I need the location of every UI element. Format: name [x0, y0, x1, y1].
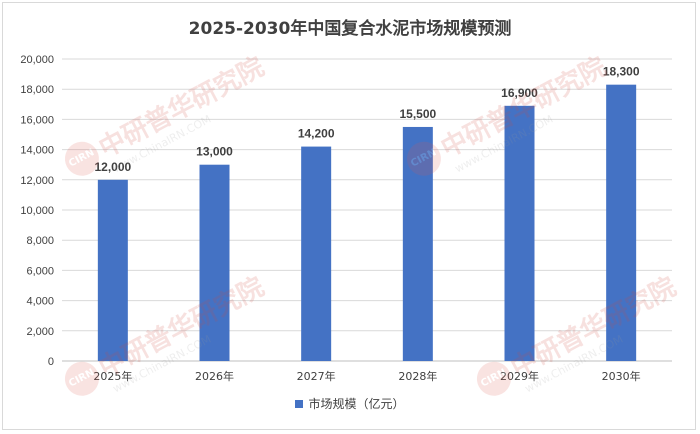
bars: [97, 84, 637, 362]
legend: 市场规模（亿元）: [0, 395, 700, 412]
bar: [199, 164, 230, 361]
bar: [402, 126, 433, 361]
y-tick-label: 10,000: [20, 205, 54, 217]
y-tick-label: 2,000: [26, 326, 54, 338]
data-label: 14,200: [298, 127, 335, 141]
data-label: 12,000: [94, 160, 131, 174]
bar: [606, 84, 637, 362]
y-tick-label: 18,000: [20, 84, 54, 96]
data-labels: 12,000 13,000 14,200 15,500 16,900 18,300: [94, 65, 639, 174]
data-label: 16,900: [501, 86, 538, 100]
y-tick-label: 20,000: [20, 54, 54, 66]
x-tick-label: 2025年: [93, 369, 132, 383]
y-tick-label: 8,000: [26, 235, 54, 247]
data-label: 13,000: [196, 145, 233, 159]
x-tick-label: 2026年: [195, 369, 234, 383]
bar: [97, 179, 128, 361]
y-tick-label: 12,000: [20, 175, 54, 187]
x-tick-label: 2028年: [398, 369, 437, 383]
y-tick-label: 6,000: [26, 265, 54, 277]
bar: [504, 105, 535, 361]
bar: [301, 146, 332, 361]
legend-label: 市场规模（亿元）: [308, 397, 405, 411]
chart-title: 2025-2030年中国复合水泥市场规模预测: [188, 19, 512, 39]
y-tick-label: 0: [48, 356, 54, 368]
y-tick-label: 16,000: [20, 114, 54, 126]
x-tick-label: 2027年: [297, 369, 336, 383]
grid-lines: [62, 58, 672, 362]
x-tick-label: 2030年: [602, 369, 641, 383]
y-tick-label: 14,000: [20, 145, 54, 157]
x-tick-label: 2029年: [500, 369, 539, 383]
y-tick-label: 4,000: [26, 296, 54, 308]
x-axis-ticks: 2025年 2026年 2027年 2028年 2029年 2030年: [93, 369, 640, 383]
y-axis-ticks: 0 2,000 4,000 6,000 8,000 10,000 12,000 14,000 1…: [20, 54, 54, 368]
data-label: 18,300: [603, 65, 640, 79]
data-label: 15,500: [399, 107, 436, 121]
legend-swatch: [295, 399, 304, 408]
